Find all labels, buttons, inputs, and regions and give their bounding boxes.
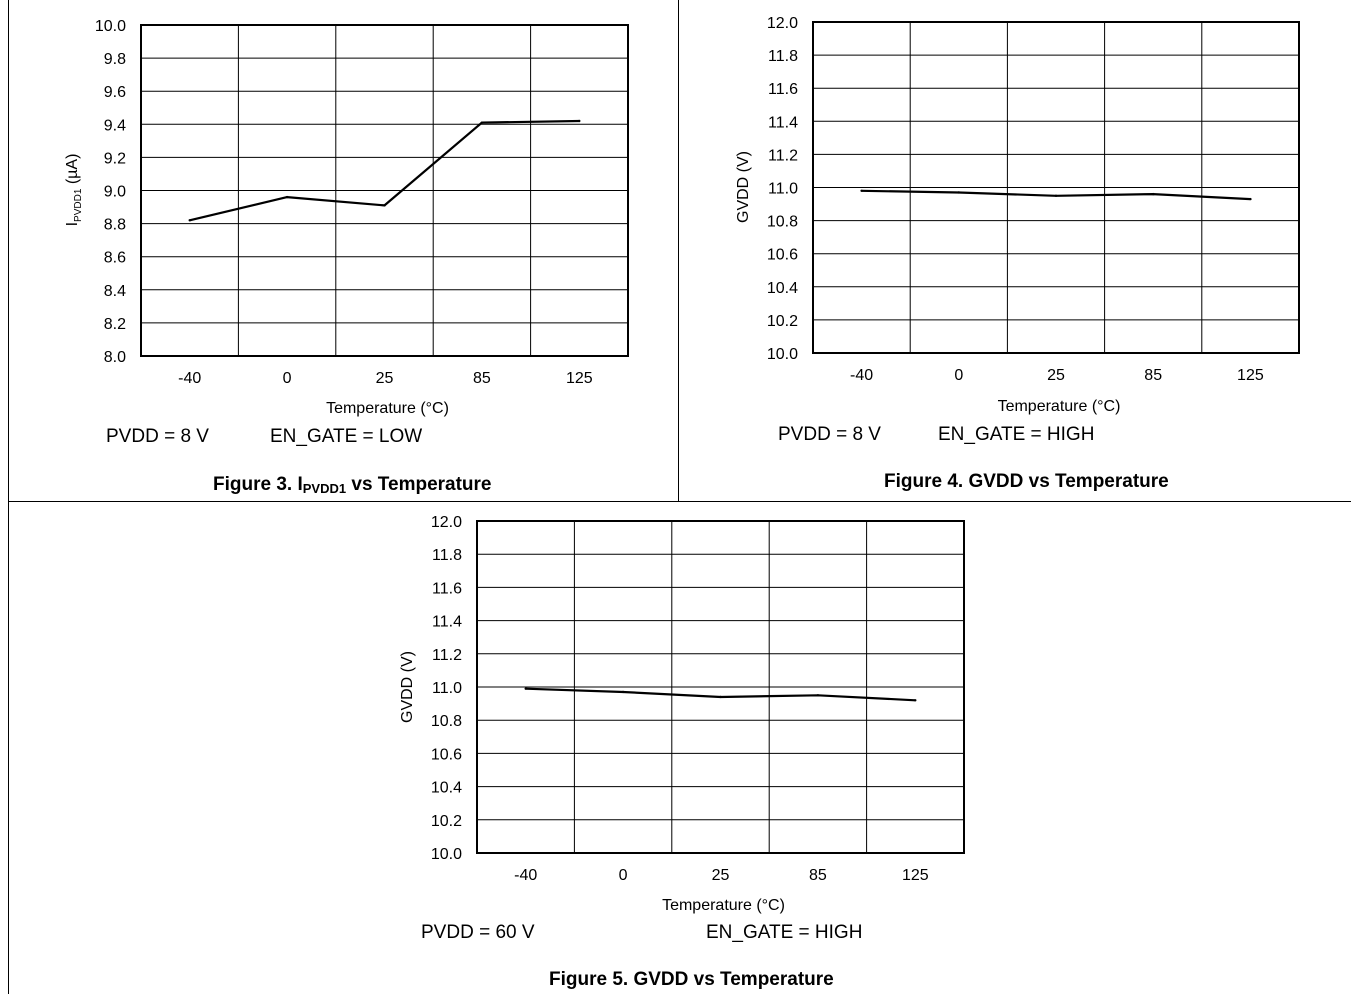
chart1-xtick-label: 0 [283,370,292,387]
chart3-xtick-label: 25 [712,867,730,884]
chart1-frame [140,24,629,357]
chart3-xtick-label: 125 [902,867,929,884]
fig4-caption: Figure 4. GVDD vs Temperature [884,471,1169,492]
chart2-ytick-label: 10.8 [767,214,798,231]
chart2-xtick-label: 85 [1144,367,1162,384]
chart1-y-axis-label: IPVDD1 (µA) [64,154,84,227]
chart1-data-point [578,119,581,123]
chart1-ytick-label: 9.2 [104,150,126,167]
chart3-ytick-label: 10.2 [431,813,462,830]
chart3-group: 12.0 11.8 11.6 11.4 11.2 11.0 10.8 10.6 10.4 10.2… [399,514,965,914]
chart2-data-point [860,189,863,193]
chart1-data-point [285,195,289,199]
chart2-y-axis-label-main: GVDD (V) [735,151,752,223]
chart3-data-point [621,690,625,694]
fig3-caption-suffix: vs Temperature [346,474,492,495]
chart1-ytick-label: 9.4 [104,117,126,134]
chart1-y-axis-label-sub: PVDD1 [73,188,84,222]
chart3-ytick-label: 10.0 [431,846,462,863]
chart3-y-axis-label-main: GVDD (V) [399,651,416,723]
chart1-ytick-label: 9.6 [104,84,126,101]
fig3-caption-prefix: Figure 3. I [213,474,303,495]
chart2-ytick-label: 11.4 [768,114,798,131]
chart2-ytick-label: 11.0 [768,181,798,198]
chart1-group: 10.0 9.8 9.6 9.4 9.2 9.0 8.8 8.6 8.4 8.2 8.0 -40 0 25… [64,18,629,417]
chart1-data-point [188,219,191,222]
chart3-ytick-label: 11.6 [432,580,462,597]
chart1-data-point [383,204,386,207]
chart3-ytick-label: 10.8 [431,713,462,730]
chart2-x-axis-label: Temperature (°C) [998,398,1121,415]
chart3-ytick-label: 11.4 [432,614,462,631]
chart1-ytick-label: 8.4 [104,283,126,300]
chart1-y-axis-label-main: I [64,222,81,226]
chart3-ytick-label: 10.4 [431,780,462,797]
chart1-ytick-label: 8.6 [104,250,126,267]
chart2-ytick-label: 11.2 [768,147,798,164]
chart2-ytick-label: 11.6 [768,81,798,98]
chart1-xtick-label: 125 [566,370,593,387]
chart3-xtick-label: -40 [514,867,537,884]
chart1-xtick-label: 25 [376,370,394,387]
chart3-data-point [914,699,917,702]
fig5-condition-en-gate: EN_GATE = HIGH [706,922,863,943]
chart2-ytick-label: 10.4 [767,280,798,297]
chart2-xtick-label: 125 [1237,367,1264,384]
fig5-caption: Figure 5. GVDD vs Temperature [549,969,834,990]
chart2-ytick-label: 10.0 [767,346,798,363]
chart2-xtick-label: 25 [1047,367,1065,384]
chart3-y-axis-label: GVDD (V) [399,651,416,723]
chart3-ytick-label: 11.2 [432,647,462,664]
chart1-xtick-label: 85 [473,370,491,387]
chart2-xtick-label: 0 [954,367,963,384]
chart3-frame [476,520,965,854]
chart1-y-axis-label-unit: (µA) [64,154,81,189]
fig3-caption-sub: PVDD1 [302,481,347,496]
chart2-data-point [1152,192,1155,196]
fig3-condition-en-gate: EN_GATE = LOW [270,426,423,447]
chart1-ytick-label: 9.0 [104,184,126,201]
chart3-x-axis-label: Temperature (°C) [662,897,785,914]
chart2-frame [812,21,1300,354]
chart3-xtick-label: 0 [619,867,628,884]
panel-divider-vertical [678,0,679,502]
chart3-ytick-label: 12.0 [431,514,462,531]
chart2-data-point [1054,194,1058,197]
chart2-group: 12.0 11.8 11.6 11.4 11.2 11.0 10.8 10.6 10.4 10.2… [735,15,1300,415]
page-left-border [8,0,9,994]
chart3-data-point [524,687,527,690]
chart2-ytick-label: 10.6 [767,247,798,264]
chart2-ytick-label: 10.2 [767,313,798,330]
fig4-condition-en-gate: EN_GATE = HIGH [938,424,1095,445]
chart1-ytick-label: 8.8 [104,217,126,234]
chart3-ytick-label: 10.6 [431,746,462,763]
chart2-y-axis-label: GVDD (V) [735,151,752,223]
chart1-ytick-label: 8.2 [104,316,126,333]
chart2-ytick-label: 12.0 [767,15,798,32]
chart2-data-point [1249,197,1252,201]
chart3-xtick-label: 85 [809,867,827,884]
chart2-ytick-label: 11.8 [768,48,798,65]
chart2-data-point [957,191,960,194]
fig3-caption: Figure 3. IPVDD1 vs Temperature [213,474,492,496]
chart2-xtick-label: -40 [850,367,873,384]
chart1-ytick-label: 9.8 [104,51,126,68]
chart1-ytick-label: 10.0 [95,18,126,35]
fig3-condition-pvdd: PVDD = 8 V [106,426,209,447]
chart1-ytick-label: 8.0 [104,349,126,366]
panel-divider-horizontal [8,501,1351,502]
chart3-ytick-label: 11.8 [432,547,462,564]
chart1-xtick-label: -40 [178,370,201,387]
chart3-series-line [525,687,916,702]
chart3-data-point [816,694,820,697]
chart3-data-point [719,695,722,699]
fig5-condition-pvdd: PVDD = 60 V [421,922,535,943]
chart1-data-point [480,121,484,124]
chart1-x-axis-label: Temperature (°C) [326,400,449,417]
chart3-ytick-label: 11.0 [432,680,462,697]
fig4-condition-pvdd: PVDD = 8 V [778,424,881,445]
